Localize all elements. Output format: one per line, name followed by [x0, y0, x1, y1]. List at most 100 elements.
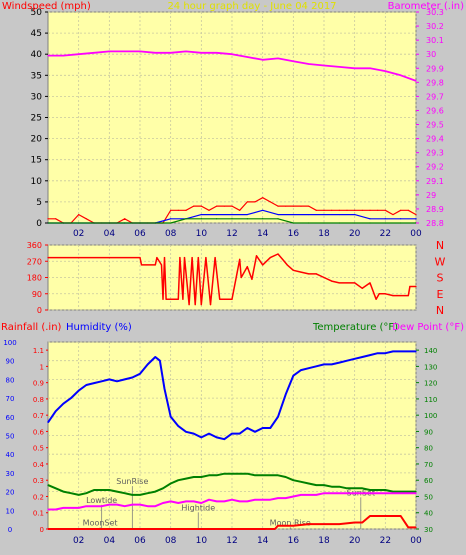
wind-direction-line-point — [409, 285, 411, 288]
dewpoint-line-point — [162, 502, 164, 504]
wind-direction-line-point — [286, 264, 288, 266]
barometer-tick-label: 29.3 — [426, 149, 444, 158]
humidity-line-point — [323, 363, 325, 366]
x-tick-label: 18 — [318, 229, 330, 239]
x-tick-label: 20 — [349, 536, 361, 546]
temperature-tick-label: 130 — [424, 363, 437, 371]
wind-line-point — [400, 209, 402, 211]
humidity-line-point — [101, 380, 103, 382]
wind-direction-line-point — [47, 257, 49, 259]
humidity-line-point — [308, 367, 310, 369]
wind-line-point — [93, 222, 95, 224]
wind-direction-line-point — [140, 264, 143, 266]
wind-direction-line-point — [255, 255, 258, 257]
x-tick-label: 10 — [196, 229, 208, 239]
barometer-line-point — [415, 80, 417, 82]
barometer-tick-label: 28.9 — [426, 205, 444, 214]
wind-line-point — [400, 222, 402, 224]
barometer-line-point — [78, 53, 80, 55]
dewpoint-line-point — [193, 500, 195, 502]
rainfall-line-point — [323, 523, 325, 525]
temperature-line-point — [47, 484, 49, 486]
wind-direction-line-point — [162, 298, 164, 300]
dewpoint-line-point — [415, 492, 417, 494]
temperature-line-point — [308, 482, 310, 485]
temperature-line-point — [246, 473, 248, 475]
wind-line-point — [78, 222, 80, 224]
wind-line-point — [200, 218, 202, 220]
dewpoint-line-point — [239, 500, 241, 502]
dewpoint-line-point — [361, 492, 363, 494]
rainfall-line-point — [415, 526, 417, 528]
temperature-line-point — [300, 481, 302, 483]
temperature-tick-label: 120 — [424, 380, 437, 388]
wind-direction-line-point — [160, 264, 163, 266]
x-tick-label: 18 — [318, 536, 330, 546]
dewpoint-line-point — [384, 492, 386, 494]
humidity-line-point — [93, 382, 95, 384]
temperature-line-point — [147, 492, 149, 494]
wind-line-point — [239, 209, 241, 211]
wind-line-point — [246, 213, 248, 216]
barometer-line-point — [323, 64, 325, 67]
wind-line-point — [292, 222, 294, 224]
rainfall-tick-label: 0 — [40, 526, 44, 534]
wind-line-point — [277, 213, 279, 216]
humidity-line-point — [331, 363, 333, 366]
wind-line-point — [216, 218, 218, 220]
humidity-line-point — [62, 403, 64, 405]
temperature-tick-label: 100 — [424, 412, 437, 420]
dewpoint-line-point — [315, 494, 317, 496]
temperature-line-point — [193, 476, 195, 478]
wind-line-point — [384, 209, 386, 211]
wind-line-point — [185, 218, 187, 220]
barometer-tick-label: 29.2 — [426, 163, 444, 172]
wind-line-point — [124, 218, 126, 220]
temperature-tick-label: 40 — [424, 510, 433, 518]
temperature-line-point — [346, 487, 348, 489]
wind-direction-line-point — [407, 294, 409, 297]
wind-direction-line-point — [369, 282, 371, 284]
dewpoint-line-point — [300, 494, 302, 496]
temperature-line-point — [338, 486, 340, 488]
humidity-line-point — [354, 358, 356, 360]
wind-direction-line-point — [262, 264, 264, 266]
temperature-line-point — [269, 474, 271, 476]
rain-humidity-temp-ticks: 02 04 06 08 10 12 14 16 18 20 22 000102030405060708… — [3, 339, 437, 546]
dewpoint-line-point — [131, 504, 133, 506]
temperature-line-point — [124, 492, 126, 494]
x-tick-label: 02 — [73, 536, 84, 546]
temperature-line-point — [170, 482, 172, 485]
barometer-tick-label: 29.8 — [426, 78, 444, 87]
barometer-line-point — [292, 60, 294, 62]
humidity-axis-label: Humidity (%) — [66, 322, 132, 333]
astro-annotation: Hightide — [181, 503, 215, 512]
wind-line-point — [369, 218, 371, 220]
wind-direction-line-point — [154, 264, 156, 266]
wind-line-point — [85, 218, 87, 220]
wind-line-point — [300, 205, 302, 207]
dewpoint-line-point — [254, 499, 256, 501]
temperature-line-point — [223, 473, 225, 475]
temperature-line-point — [139, 494, 141, 496]
wind-line-point — [354, 222, 356, 224]
x-tick-label: 16 — [288, 229, 300, 239]
compass-label: N — [436, 304, 444, 317]
temperature-tick-label: 60 — [424, 477, 433, 485]
dewpoint-line-point — [223, 500, 225, 502]
wind-line-point — [308, 205, 310, 207]
humidity-line-point — [208, 433, 210, 435]
wind-direction-line-point — [338, 282, 340, 284]
humidity-line-point — [338, 361, 340, 364]
dewpoint-line-point — [285, 497, 287, 499]
wind-line-point — [377, 209, 379, 211]
wind-line-point — [384, 222, 386, 224]
astro-annotation: SunRise — [116, 477, 148, 486]
windspeed-tick-label: 45 — [31, 29, 42, 39]
dewpoint-line-point — [346, 492, 348, 494]
compass-label: W — [435, 255, 446, 268]
barometer-line-point — [384, 70, 386, 72]
temperature-line-point — [78, 494, 80, 496]
rainfall-tick-label: 0.5 — [33, 445, 44, 453]
temperature-tick-label: 50 — [424, 493, 433, 501]
